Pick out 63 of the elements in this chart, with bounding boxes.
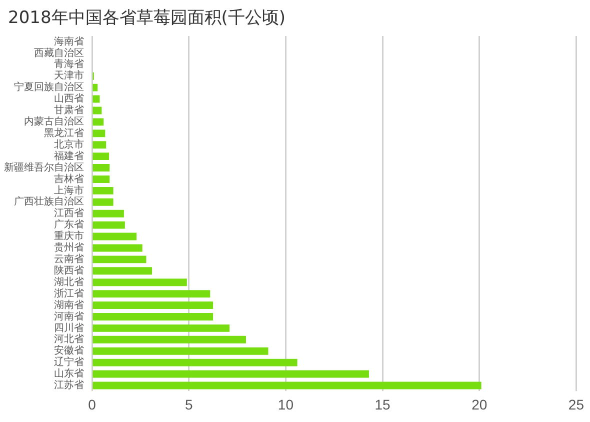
x-tick-label: 5 [184,396,193,412]
bar [92,176,110,183]
chart-title: 2018年中国各省草莓园面积(千公顷) [8,7,286,29]
bar [92,324,230,332]
y-tick-label: 湖北省 [54,276,84,288]
y-tick-label: 河南省 [54,310,84,322]
y-tick-label: 贵州省 [54,242,84,254]
bar [92,336,246,344]
y-tick-label: 陕西省 [54,264,84,276]
y-tick-label: 云南省 [54,253,84,266]
y-tick-label: 江西省 [54,207,84,220]
y-tick-label: 甘肃省 [54,104,84,116]
y-tick-label: 内蒙古自治区 [24,116,84,128]
bar [92,152,110,160]
bar [92,210,124,218]
bar [92,232,137,240]
y-tick-label: 北京市 [54,138,84,150]
bar [92,290,210,298]
y-tick-label: 新疆维吾尔自治区 [4,161,84,174]
y-tick-label: 天津市 [54,70,84,82]
y-tick-label: 黑龙江省 [44,126,84,139]
bar [92,370,369,378]
y-tick-label: 湖南省 [54,298,84,311]
bar [92,256,146,264]
bar [92,267,152,275]
x-tick-label: 10 [278,396,294,412]
y-tick-label: 福建省 [54,150,84,162]
y-tick-label: 浙江省 [54,287,84,300]
y-tick-label: 西藏自治区 [34,46,84,59]
bar [92,382,482,390]
y-tick-label: 江苏省 [54,379,84,392]
y-tick-label: 辽宁省 [54,356,84,368]
y-tick-label: 上海市 [54,184,84,196]
y-tick-label: 宁夏回族自治区 [14,81,84,94]
x-tick-label: 20 [472,396,488,412]
x-tick-label: 25 [568,396,584,412]
bar [92,130,106,138]
y-tick-label: 四川省 [54,322,84,334]
bar [92,278,187,286]
bar [92,141,106,149]
bar [92,198,114,206]
x-tick-label: 0 [88,396,96,412]
bar [92,313,214,320]
y-tick-label: 安徽省 [54,344,84,357]
bar [92,358,298,366]
bar [92,221,125,229]
bar [92,118,104,126]
y-tick-label: 广西壮族自治区 [14,196,84,208]
y-tick-label: 海南省 [54,35,84,48]
y-tick-label: 山西省 [54,92,84,105]
y-tick-label: 河北省 [54,333,84,346]
bar [92,84,98,92]
x-tick-label: 15 [374,396,391,412]
y-tick-label: 吉林省 [54,172,84,185]
y-tick-label: 广东省 [54,218,84,231]
y-tick-label: 青海省 [54,58,84,70]
bar [92,186,114,194]
bar [92,347,268,355]
bar [92,244,142,252]
y-tick-label: 山东省 [54,368,84,380]
y-tick-label: 重庆市 [54,230,84,242]
bar [92,164,110,172]
bar [92,302,214,309]
